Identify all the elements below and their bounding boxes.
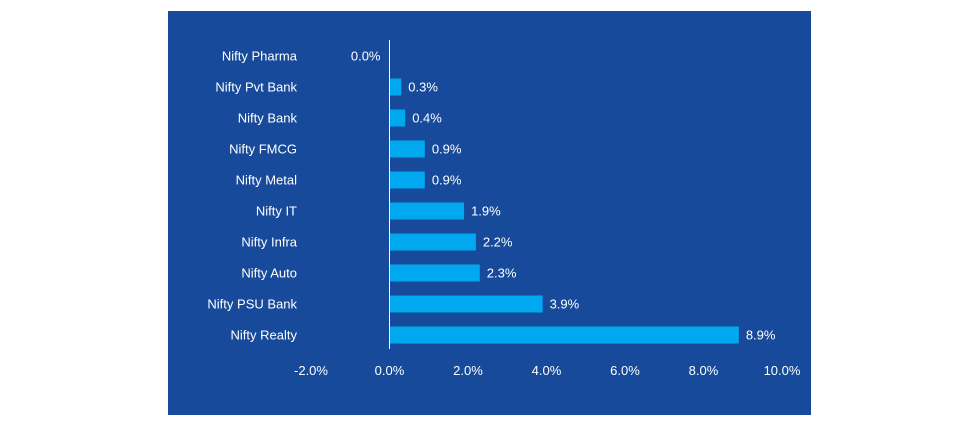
bar [389, 233, 476, 251]
bar [389, 78, 402, 96]
chart-panel [168, 11, 811, 415]
bar [389, 326, 739, 344]
labels-layer: Nifty Pharma 0.0% Nifty Pvt Bank 0.3% Nifty … [207, 49, 775, 343]
data-label: 0.4% [412, 111, 442, 126]
category-label: Nifty Realty [231, 328, 298, 343]
x-tick-label: -2.0% [294, 363, 328, 378]
category-label: Nifty IT [256, 204, 297, 219]
bars-layer [389, 78, 739, 344]
bar [389, 171, 425, 189]
bar [389, 295, 543, 313]
x-axis-ticks: -2.0% 0.0% 2.0% 4.0% 6.0% 8.0% 10.0% [294, 363, 801, 378]
bar [389, 109, 406, 127]
category-label: Nifty PSU Bank [207, 297, 297, 312]
bar [389, 140, 425, 158]
data-label: 0.9% [432, 142, 462, 157]
category-label: Nifty Bank [238, 111, 298, 126]
data-label: 2.2% [483, 235, 513, 250]
category-label: Nifty Metal [236, 173, 298, 188]
category-label: Nifty Pvt Bank [215, 80, 297, 95]
data-label: 0.3% [408, 80, 438, 95]
x-tick-label: 8.0% [689, 363, 719, 378]
data-label: 2.3% [487, 266, 517, 281]
data-label: 0.0% [351, 49, 381, 64]
x-tick-label: 6.0% [610, 363, 640, 378]
x-tick-label: 0.0% [375, 363, 405, 378]
x-tick-label: 2.0% [453, 363, 483, 378]
category-label: Nifty Pharma [222, 49, 298, 64]
data-label: 3.9% [550, 297, 580, 312]
bar [389, 202, 465, 220]
data-label: 8.9% [746, 328, 776, 343]
data-label: 0.9% [432, 173, 462, 188]
x-tick-label: 10.0% [764, 363, 801, 378]
category-label: Nifty Infra [241, 235, 297, 250]
data-label: 1.9% [471, 204, 501, 219]
x-tick-label: 4.0% [532, 363, 562, 378]
category-label: Nifty FMCG [229, 142, 297, 157]
category-label: Nifty Auto [241, 266, 297, 281]
bar [389, 264, 480, 282]
